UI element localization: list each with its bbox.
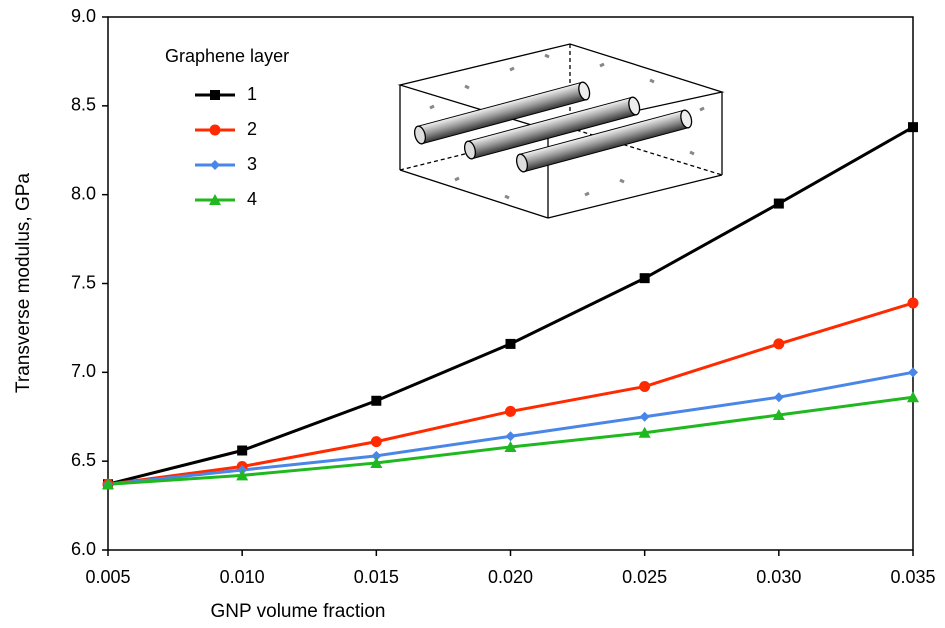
x-tick-label: 0.020 (488, 567, 533, 587)
marker (773, 392, 784, 403)
marker (505, 431, 516, 442)
x-tick-label: 0.015 (354, 567, 399, 587)
marker (236, 469, 249, 481)
legend-label: 4 (247, 189, 257, 209)
legend-marker (209, 124, 221, 136)
y-tick-label: 8.5 (71, 95, 96, 115)
marker (639, 381, 651, 393)
marker (371, 450, 382, 461)
legend-title: Graphene layer (165, 46, 289, 66)
y-tick-label: 6.0 (71, 539, 96, 559)
x-tick-label: 0.030 (756, 567, 801, 587)
marker (907, 297, 919, 309)
y-tick-label: 7.5 (71, 272, 96, 292)
marker (773, 198, 784, 209)
x-tick-label: 0.025 (622, 567, 667, 587)
x-tick-label: 0.005 (85, 567, 130, 587)
x-tick-label: 0.010 (220, 567, 265, 587)
legend-marker (210, 160, 220, 170)
x-tick-label: 0.035 (890, 567, 935, 587)
marker (504, 440, 517, 452)
legend-label: 1 (247, 84, 257, 104)
legend-label: 2 (247, 119, 257, 139)
y-axis-label: Transverse modulus, GPa (13, 173, 34, 393)
marker (371, 395, 382, 406)
legend-label: 3 (247, 154, 257, 174)
legend-marker (209, 194, 221, 205)
marker (505, 338, 516, 349)
marker (370, 436, 382, 448)
series-line (107, 125, 914, 486)
marker (907, 391, 919, 403)
marker (773, 338, 785, 350)
marker (370, 456, 383, 468)
y-tick-label: 8.0 (71, 183, 96, 203)
inset-diagram (397, 43, 725, 219)
legend-marker (210, 90, 220, 100)
x-axis-label: GNP volume fraction (211, 601, 386, 622)
marker (102, 478, 114, 490)
marker (638, 426, 651, 438)
y-tick-label: 7.0 (71, 361, 96, 381)
marker (908, 122, 918, 133)
marker (639, 411, 650, 422)
marker (505, 405, 516, 417)
y-tick-label: 6.5 (71, 450, 96, 470)
marker (237, 445, 248, 456)
marker (639, 273, 650, 284)
y-tick-label: 9.0 (71, 6, 96, 26)
marker (772, 408, 785, 420)
marker (908, 367, 918, 378)
